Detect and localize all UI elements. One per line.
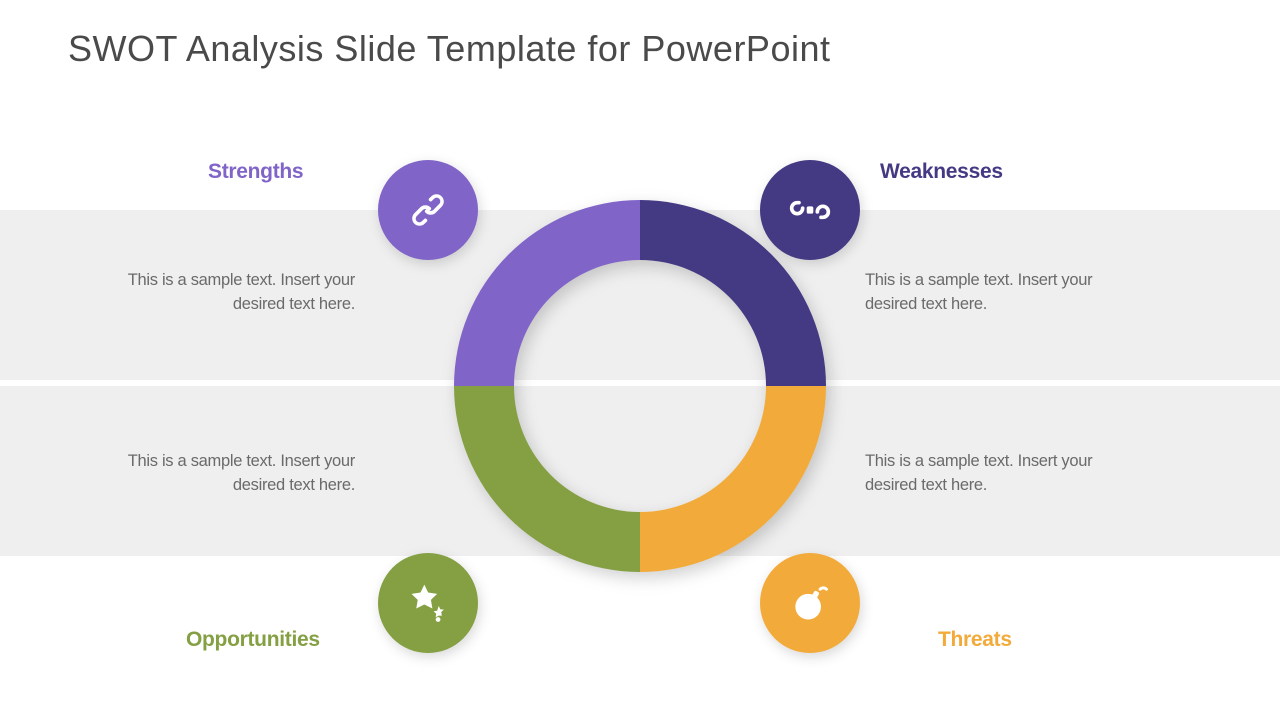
strengths-label: Strengths bbox=[208, 160, 303, 184]
threats-badge bbox=[760, 553, 860, 653]
threats-text: This is a sample text. Insert your desir… bbox=[865, 450, 1125, 498]
bomb-icon bbox=[788, 581, 832, 625]
weaknesses-badge bbox=[760, 160, 860, 260]
slide-title: SWOT Analysis Slide Template for PowerPo… bbox=[68, 28, 831, 70]
pinwheel-arc-threats bbox=[640, 386, 826, 572]
strengths-text: This is a sample text. Insert your desir… bbox=[95, 269, 355, 317]
opportunities-label: Opportunities bbox=[186, 628, 320, 652]
opportunities-text: This is a sample text. Insert your desir… bbox=[95, 450, 355, 498]
threats-label: Threats bbox=[938, 628, 1012, 652]
strengths-badge bbox=[378, 160, 478, 260]
weaknesses-label: Weaknesses bbox=[880, 160, 1003, 184]
pinwheel-arc-strengths bbox=[454, 200, 640, 386]
swot-pinwheel bbox=[454, 200, 826, 572]
pinwheel-arc-opportunities bbox=[454, 386, 640, 572]
chain-link-icon bbox=[406, 188, 450, 232]
weaknesses-text: This is a sample text. Insert your desir… bbox=[865, 269, 1125, 317]
stars-icon bbox=[406, 581, 450, 625]
broken-chain-icon bbox=[788, 188, 832, 232]
opportunities-badge bbox=[378, 553, 478, 653]
